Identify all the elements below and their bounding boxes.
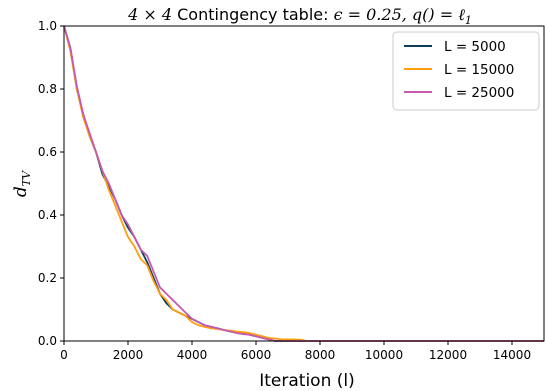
- legend-label: L = 5000: [444, 39, 506, 55]
- y-tick-label: 0.0: [38, 334, 57, 348]
- y-axis-label: dTV: [11, 170, 33, 197]
- x-tick-label: 10000: [365, 348, 403, 362]
- legend-items: L = 5000 L = 15000 L = 25000: [404, 39, 514, 101]
- series-line: [63, 25, 544, 342]
- chart-title: 4 × 4 Contingency table: ϵ = 0.25, q() =…: [127, 5, 472, 27]
- x-axis-ticks: 0 2000 4000 6000 8000 10000 12000 14000: [60, 341, 531, 362]
- chart-title-prefix: 4 × 4: [127, 5, 177, 24]
- y-tick-label: 0.2: [38, 271, 57, 285]
- y-axis-label-main: d: [11, 186, 31, 197]
- legend-box: [392, 31, 540, 111]
- series-group: [63, 25, 544, 342]
- x-tick-label: 12000: [429, 348, 467, 362]
- legend: L = 5000 L = 15000 L = 25000: [392, 31, 540, 111]
- x-tick-label: 6000: [241, 348, 272, 362]
- y-tick-label: 0.6: [38, 145, 57, 159]
- axes-frame: [63, 25, 545, 342]
- x-tick-label: 0: [60, 348, 68, 362]
- y-tick-label: 0.4: [38, 208, 57, 222]
- legend-label: L = 25000: [444, 85, 514, 101]
- series-line: [63, 25, 544, 342]
- y-tick-label: 0.8: [38, 82, 57, 96]
- plot-area: 0 2000 4000 6000 8000 10000 12000 14000 0.00.20…: [38, 19, 545, 362]
- chart-title-math: ϵ = 0.25, q() = ℓ: [334, 5, 466, 24]
- chart-title-text: Contingency table:: [177, 5, 333, 24]
- y-axis-label-sub: TV: [20, 170, 33, 186]
- x-tick-label: 8000: [305, 348, 336, 362]
- y-tick-label: 1.0: [38, 19, 57, 33]
- y-axis-ticks: 0.0 0.2 0.4 0.6 0.8 1.0: [38, 19, 64, 348]
- x-tick-label: 14000: [493, 348, 531, 362]
- x-tick-label: 2000: [113, 348, 144, 362]
- legend-label: L = 15000: [444, 62, 514, 78]
- x-tick-label: 4000: [177, 348, 208, 362]
- x-axis-label: Iteration (l): [259, 371, 355, 391]
- chart-title-math-sub: 1: [465, 14, 472, 27]
